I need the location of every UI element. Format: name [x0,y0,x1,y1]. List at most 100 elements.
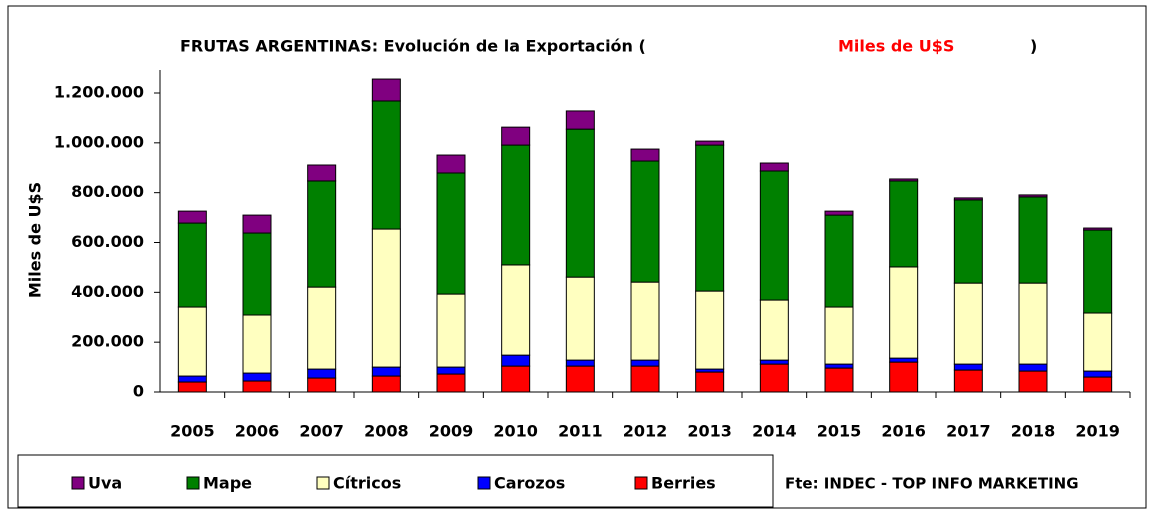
y-tick-label: 1.000.000 [54,132,144,151]
legend-swatch [477,476,491,490]
bar-segment [630,365,660,393]
y-tick-label: 800.000 [71,182,144,201]
x-tick-label: 2018 [1011,422,1056,441]
x-tick-label: 2009 [429,422,474,441]
x-tick-label: 2010 [493,422,538,441]
y-tick-label: 400.000 [71,282,144,301]
x-tick-label: 2005 [170,422,215,441]
y-axis-label: Miles de U$S [26,182,45,298]
x-tick-label: 2008 [364,422,409,441]
y-tick-label: 1.200.000 [54,83,144,102]
bar-segment [307,368,337,379]
bar-segment [307,377,337,393]
bar-segment [307,164,337,182]
bar-segment [824,367,854,393]
chart-title-close: ) [1030,37,1037,56]
x-tick-label: 2015 [817,422,862,441]
x-tick-label: 2017 [946,422,991,441]
legend-label: Berries [651,474,716,493]
bar-segment [177,375,207,383]
bar-segment [695,290,725,370]
bar-segment [242,314,272,374]
bar-segment [307,180,337,288]
bar-segment [889,178,919,182]
bar-segment [177,222,207,308]
bar-segment [307,286,337,370]
bar-segment [371,228,401,368]
legend-swatch [316,476,330,490]
x-tick-label: 2007 [299,422,344,441]
bar-segment [371,375,401,393]
bar-segment [953,369,983,393]
bar-segment [1083,229,1113,314]
legend-label: Carozos [494,474,565,493]
bar-segment [565,365,595,393]
bar-segment [436,366,466,375]
bar-segment [759,299,789,361]
bar-segment [630,281,660,361]
bar-segment [436,373,466,393]
bar-segment [436,172,466,295]
x-tick-label: 2014 [752,422,797,441]
bar-segment [759,162,789,172]
bar-segment [953,363,983,371]
bar-segment [953,197,983,201]
chart-title-unit: Miles de U$S [838,37,954,56]
bar-segment [824,214,854,308]
x-tick-label: 2006 [235,422,280,441]
bar-segment [436,154,466,174]
y-tick-label: 600.000 [71,232,144,251]
bar-segment [501,126,531,146]
bar-segment [436,293,466,368]
bar-segment [371,366,401,377]
y-tick-label: 0 [133,382,144,401]
bar-segment [565,128,595,278]
bar-segment [824,306,854,365]
bar-segment [1083,370,1113,378]
legend-swatch [186,476,200,490]
bar-segment [371,78,401,102]
source-note: Fte: INDEC - TOP INFO MARKETING [785,475,1079,493]
bar-segment [242,214,272,234]
bar-segment [1083,312,1113,372]
bar-segment [565,359,595,367]
bar-segment [695,371,725,393]
bar-segment [177,381,207,393]
bar-segment [759,170,789,301]
bar-segment [889,180,919,268]
bar-segment [1083,227,1113,231]
bar-segment [177,306,207,377]
legend-label: Uva [88,474,122,493]
bar-segment [824,210,854,216]
bar-segment [565,276,595,361]
x-tick-label: 2013 [687,422,732,441]
bar-segment [889,357,919,363]
bar-segment [501,365,531,393]
bar-segment [759,359,789,365]
bar-segment [695,140,725,146]
legend-swatch [634,476,648,490]
bar-segment [630,148,660,162]
bar-segment [889,266,919,359]
bar-segment [1018,194,1048,198]
chart-title: FRUTAS ARGENTINAS: Evolución de la Expor… [180,37,646,56]
bar-segment [371,100,401,230]
bar-segment [501,354,531,367]
bar-segment [889,361,919,393]
bar-segment [824,363,854,369]
bar-segment [501,144,531,266]
bar-segment [953,199,983,284]
x-tick-label: 2012 [623,422,668,441]
bar-segment [565,110,595,130]
bar-segment [1018,282,1048,365]
bar-segment [242,380,272,393]
legend-swatch [71,476,85,490]
x-tick-label: 2019 [1075,422,1120,441]
bar-segment [1083,376,1113,393]
bar-segment [242,232,272,316]
bar-segment [1018,196,1048,284]
bar-segment [695,144,725,292]
bar-segment [1018,370,1048,393]
bar-segment [242,372,272,382]
